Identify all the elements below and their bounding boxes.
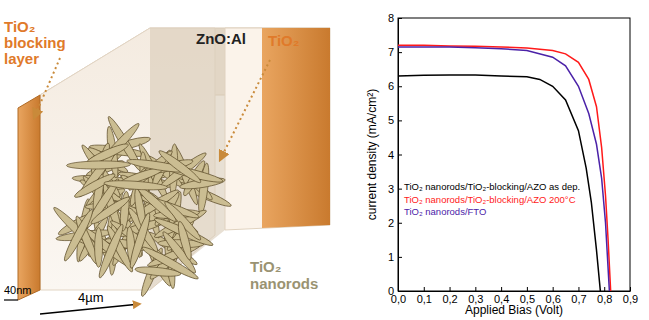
plot-frame xyxy=(398,18,630,291)
x-tick: 0,1 xyxy=(417,287,432,305)
x-tick-mark xyxy=(501,287,502,291)
x-tick-mark xyxy=(630,287,631,291)
nanorod xyxy=(61,208,95,263)
x-axis-line xyxy=(399,291,631,292)
y-tick-label: 5 xyxy=(388,114,394,126)
y-tick-mark xyxy=(398,223,402,224)
series-line xyxy=(398,45,611,291)
nanorod xyxy=(160,229,198,275)
y-tick-mark xyxy=(398,155,402,156)
y-tick-label: 4 xyxy=(388,149,394,161)
dimension-line xyxy=(4,299,18,300)
x-tick: 0,2 xyxy=(442,287,457,305)
nanorod xyxy=(96,223,126,280)
nanorod xyxy=(176,220,194,261)
y-axis-title: current density (mA/cm²) xyxy=(365,89,379,220)
legend-entry: TiO₂ nanorods/FTO xyxy=(404,206,486,217)
y-tick-mark xyxy=(398,120,402,121)
x-tick-mark xyxy=(604,287,605,291)
x-tick: 0,7 xyxy=(571,287,586,305)
blocking-layer-slab xyxy=(18,95,40,300)
chart: 0,00,10,20,30,40,50,60,70,80,9012345678A… xyxy=(365,12,638,317)
figure: TiO₂blockinglayerZnO:AlTiO₂TiO₂nanorods4… xyxy=(0,0,649,320)
tio2-top-slab xyxy=(262,28,330,228)
y-tick-mark xyxy=(398,257,402,258)
x-tick-label: 0,2 xyxy=(442,293,457,305)
arrow xyxy=(34,58,60,118)
label: ZnO:Al xyxy=(196,30,246,47)
plot-area xyxy=(398,45,611,291)
y-tick: 8 xyxy=(388,12,402,24)
x-tick-mark xyxy=(553,287,554,291)
x-tick-mark xyxy=(450,287,451,291)
series-line xyxy=(398,75,600,291)
label: 4µm xyxy=(78,290,104,305)
x-tick-label: 0,9 xyxy=(623,293,638,305)
label: TiO₂ xyxy=(250,258,281,275)
y-tick-label: 0 xyxy=(388,285,394,297)
dimension-line xyxy=(40,304,140,314)
x-tick-label: 0,8 xyxy=(597,293,612,305)
legend: TiO₂ nanorods/TiO₂-blocking/AZO as dep. T… xyxy=(404,181,580,217)
y-tick-mark xyxy=(398,189,402,190)
y-tick: 1 xyxy=(388,251,402,263)
y-tick: 4 xyxy=(388,149,402,161)
arrow xyxy=(220,60,270,160)
nanorod xyxy=(66,160,130,169)
y-tick: 7 xyxy=(388,46,402,58)
series-line xyxy=(398,47,609,291)
y-tick-label: 6 xyxy=(388,80,394,92)
y-tick-mark xyxy=(398,291,402,292)
y-tick-label: 2 xyxy=(388,217,394,229)
y-tick-mark xyxy=(398,52,402,53)
y-tick: 6 xyxy=(388,80,402,92)
nanorod xyxy=(95,227,103,267)
x-tick-mark xyxy=(424,287,425,291)
x-tick-mark xyxy=(527,287,528,291)
label: layer xyxy=(4,50,39,67)
zno-al-face xyxy=(225,28,330,230)
y-tick-label: 3 xyxy=(388,183,394,195)
y-tick-mark xyxy=(398,18,402,19)
y-tick: 5 xyxy=(388,114,402,126)
y-tick-label: 8 xyxy=(388,12,394,24)
label: blocking xyxy=(4,34,66,51)
x-tick-label: 0,1 xyxy=(417,293,432,305)
nanorod xyxy=(89,194,132,226)
y-tick: 0 xyxy=(388,285,402,297)
diagram: TiO₂blockinglayerZnO:AlTiO₂TiO₂nanorods4… xyxy=(4,18,330,314)
y-tick-label: 7 xyxy=(388,46,394,58)
x-tick-mark xyxy=(475,287,476,291)
y-axis: 0 1 2 3 4 5 6 7 8 xyxy=(388,12,402,297)
nanorods-cluster xyxy=(51,115,233,298)
legend-entry: TiO₂ nanorods/TiO₂-blocking/AZO as dep. xyxy=(404,181,580,192)
nanorod xyxy=(104,179,168,191)
legend-entry: TiO₂ nanorods/TiO₂-blocking/AZO 200°C xyxy=(404,194,576,205)
x-tick-label: 0,7 xyxy=(571,293,586,305)
label: TiO₂ xyxy=(4,18,35,35)
nanorod xyxy=(157,148,203,186)
label: nanorods xyxy=(250,275,318,292)
y-tick: 2 xyxy=(388,217,402,229)
y-tick-mark xyxy=(398,86,402,87)
label: 40nm xyxy=(4,284,32,296)
y-tick: 3 xyxy=(388,183,402,195)
x-tick: 0,9 xyxy=(623,287,638,305)
nanorod xyxy=(127,212,153,270)
x-tick-mark xyxy=(578,287,579,291)
y-tick-label: 1 xyxy=(388,251,394,263)
label: TiO₂ xyxy=(268,32,299,49)
x-axis-title: Applied Bias (Volt) xyxy=(465,303,563,317)
